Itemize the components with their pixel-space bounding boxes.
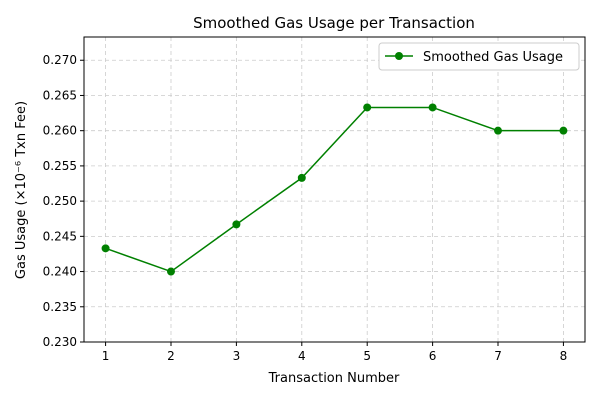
legend-label: Smoothed Gas Usage	[423, 50, 563, 65]
legend-marker	[395, 52, 403, 60]
y-tick-label: 0.245	[43, 229, 77, 243]
y-axis-label: Gas Usage (×10⁻⁶ Txn Fee)	[14, 101, 29, 279]
grid	[84, 37, 585, 343]
y-tick-label: 0.230	[43, 335, 77, 349]
data-point	[297, 173, 306, 182]
y-tick-label: 0.235	[43, 300, 77, 314]
x-tick-label: 5	[363, 349, 371, 363]
x-tick-label: 6	[429, 349, 437, 363]
x-axis-ticks: 1 2 3 4 5 6 7 8	[102, 342, 567, 363]
series-line	[105, 106, 564, 273]
y-tick-label: 0.240	[43, 265, 77, 279]
y-tick-label: 0.265	[43, 88, 77, 102]
plot-frame	[83, 36, 586, 343]
y-tick-label: 0.270	[43, 53, 77, 67]
x-tick-label: 8	[560, 349, 568, 363]
series-layer	[101, 103, 568, 276]
x-tick-label: 4	[298, 349, 306, 363]
x-axis-label: Transaction Number	[268, 371, 400, 386]
chart-title: Smoothed Gas Usage per Transaction	[193, 14, 475, 32]
x-tick-label: 7	[494, 349, 502, 363]
data-point	[363, 103, 372, 112]
data-point	[494, 126, 503, 135]
data-point	[101, 244, 110, 253]
data-point	[232, 220, 241, 229]
y-tick-label: 0.250	[43, 194, 77, 208]
data-point	[428, 103, 437, 112]
x-tick-label: 2	[167, 349, 175, 363]
data-point	[559, 126, 568, 135]
data-point	[166, 267, 175, 276]
y-tick-label: 0.255	[43, 159, 77, 173]
legend-box	[378, 42, 580, 71]
x-tick-label: 1	[102, 349, 110, 363]
y-tick-label: 0.260	[43, 124, 77, 138]
legend: Smoothed Gas Usage	[378, 42, 580, 71]
y-axis-ticks: 0.230 0.235 0.240 0.245 0.250 0.255 0.260 0.265…	[43, 53, 84, 349]
x-tick-label: 3	[233, 349, 241, 363]
